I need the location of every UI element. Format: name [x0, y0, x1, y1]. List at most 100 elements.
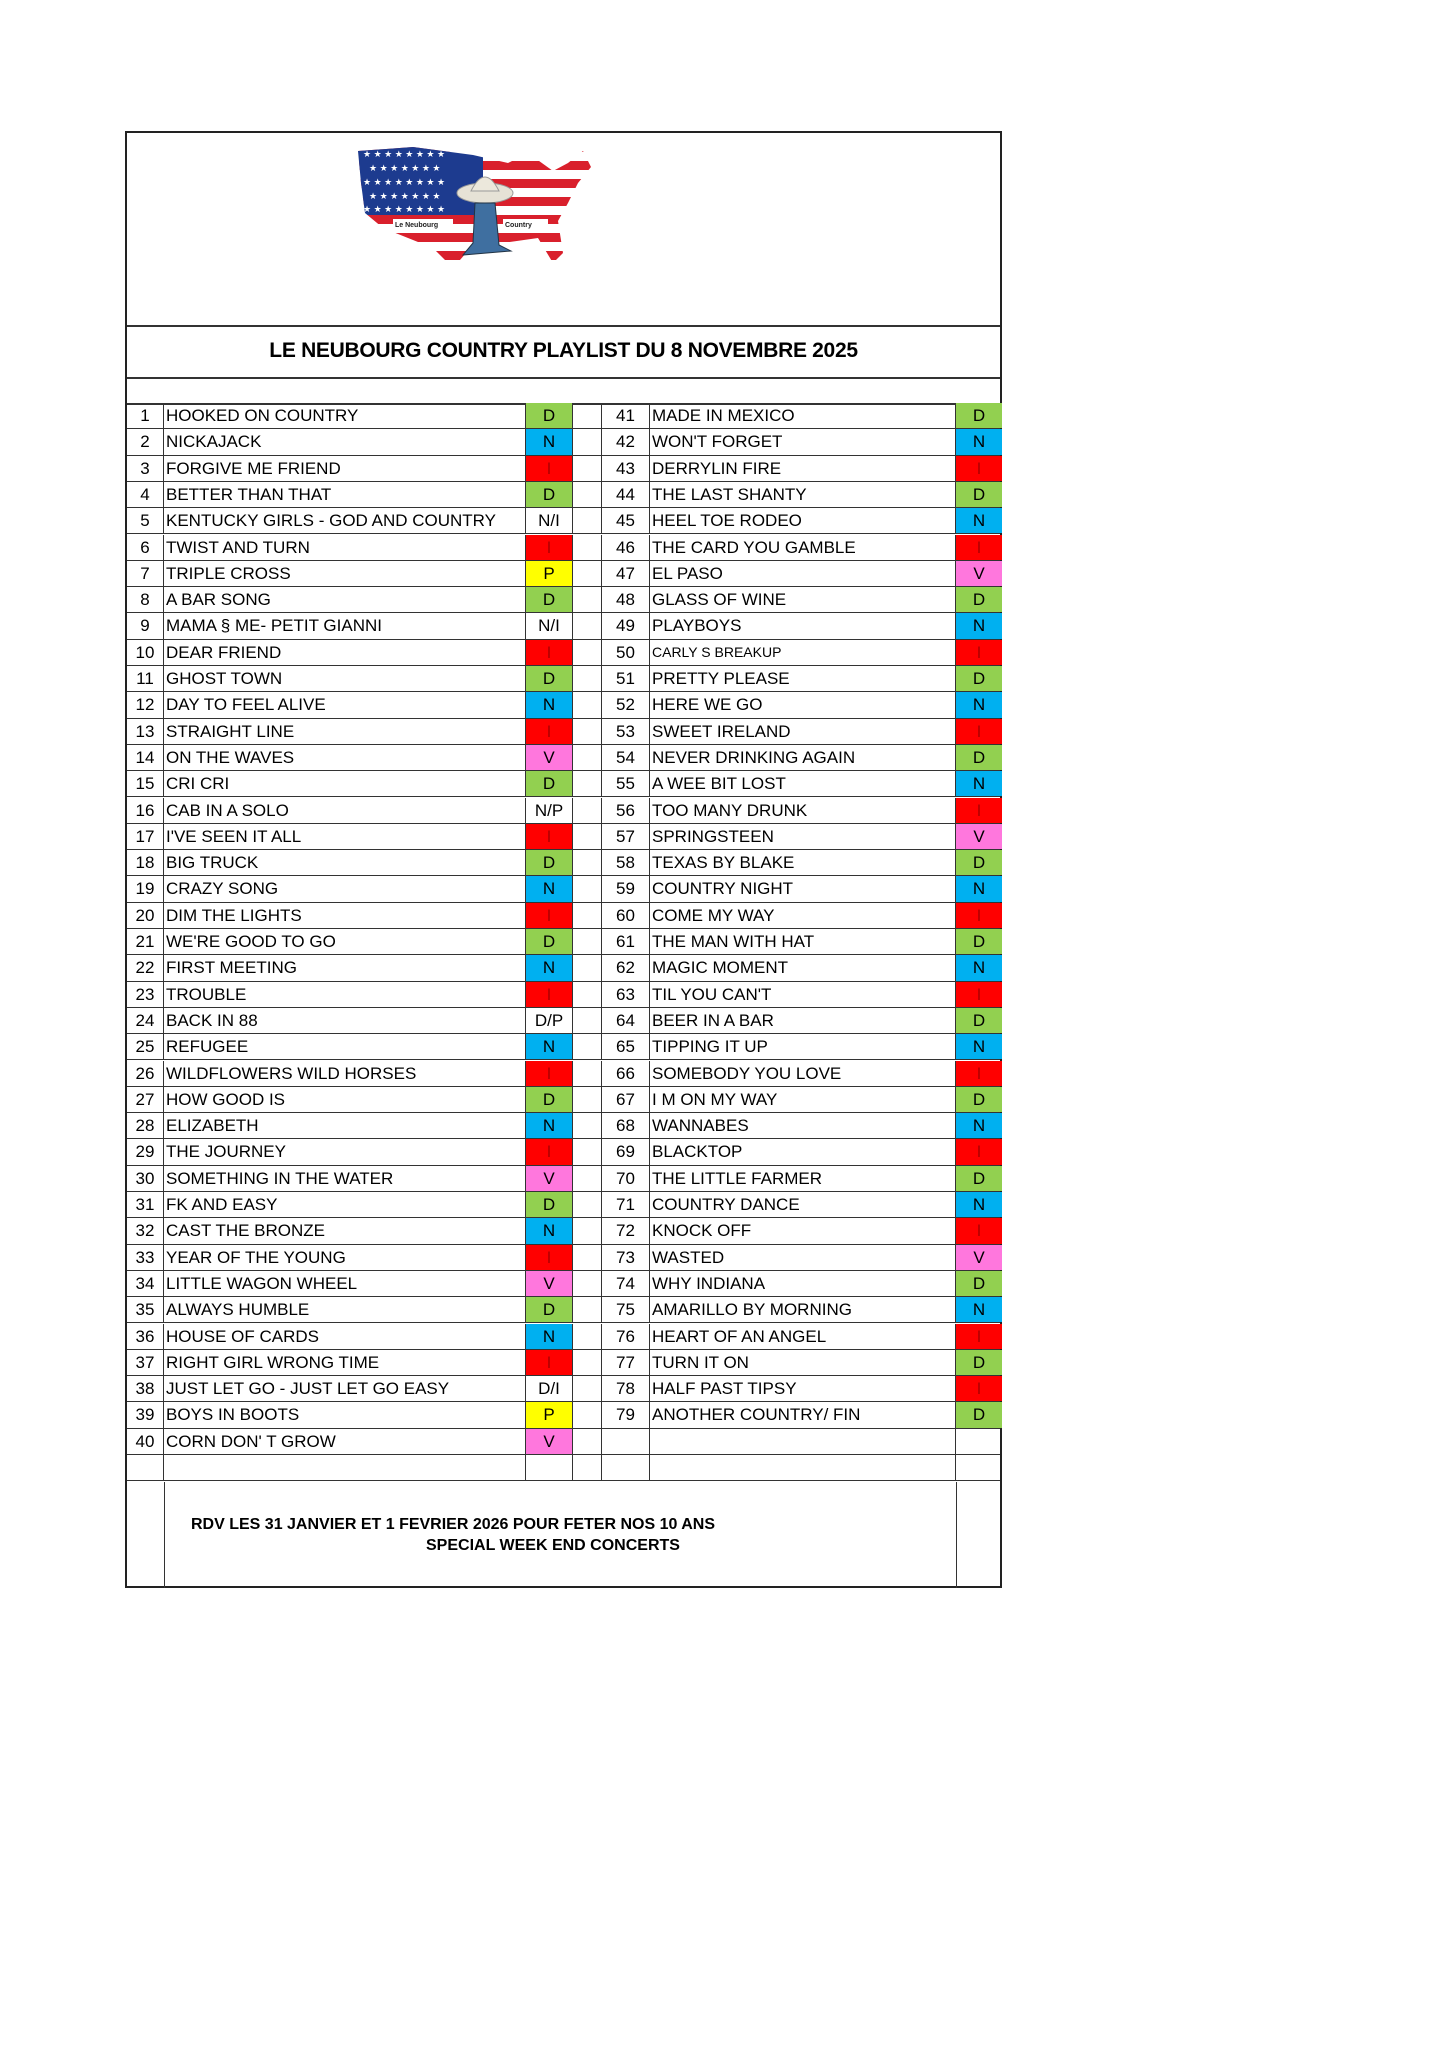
song-title: HOW GOOD IS [164, 1086, 526, 1113]
song-title: CRAZY SONG [164, 876, 526, 902]
dance-level-code: N [526, 955, 573, 981]
song-title: COUNTRY NIGHT [650, 876, 956, 902]
dance-level-code: D [526, 1297, 573, 1323]
table-row: 29 THE JOURNEY I 69 BLACKTOP I [127, 1139, 1002, 1166]
song-title: ELIZABETH [164, 1113, 526, 1139]
dance-level-code: I [956, 1323, 1002, 1349]
table-row: 9 MAMA § ME- PETIT GIANNI N/I 49 PLAYBOYS N [127, 613, 1002, 640]
dance-level-code: N [526, 1323, 573, 1349]
spacer-cell [573, 639, 602, 665]
table-row: 16 CAB IN A SOLO N/P 56 TOO MANY DRUNK I [127, 797, 1002, 824]
song-title: I M ON MY WAY [650, 1086, 956, 1113]
song-title: SWEET IRELAND [650, 718, 956, 744]
spacer-cell [573, 692, 602, 718]
song-number: 52 [602, 692, 650, 718]
spacer-cell [573, 929, 602, 955]
song-title [164, 1455, 526, 1481]
table-row: 40 CORN DON' T GROW V [127, 1428, 1002, 1455]
table-row: 27 HOW GOOD IS D 67 I M ON MY WAY D [127, 1086, 1002, 1114]
song-number: 24 [127, 1007, 164, 1034]
dance-level-code: N [956, 1192, 1002, 1218]
song-title: CORN DON' T GROW [164, 1428, 526, 1454]
dance-level-code [956, 1429, 1002, 1454]
table-row: 24 BACK IN 88 D/P 64 BEER IN A BAR D [127, 1007, 1002, 1035]
dance-level-code: I [526, 981, 573, 1007]
song-number: 77 [602, 1349, 650, 1376]
spacer-cell [573, 429, 602, 455]
footer-line-2: SPECIAL WEEK END CONCERTS [426, 1537, 680, 1554]
song-title: WILDFLOWERS WILD HORSES [164, 1060, 526, 1086]
song-number: 15 [127, 771, 164, 797]
song-title: THE JOURNEY [164, 1139, 526, 1165]
dance-level-code: N [956, 1297, 1002, 1323]
spacer-cell [573, 1402, 602, 1428]
spacer-cell [573, 666, 602, 692]
spacer-cell [573, 560, 602, 587]
song-number: 37 [127, 1349, 164, 1376]
dance-level-code: N [956, 692, 1002, 718]
dance-level-code: I [526, 823, 573, 850]
table-row: 14 ON THE WAVES V 54 NEVER DRINKING AGAIN D [127, 744, 1002, 772]
song-number: 41 [602, 403, 650, 429]
song-number: 54 [602, 744, 650, 771]
dance-level-code: N [956, 771, 1002, 797]
dance-level-code: V [526, 744, 573, 771]
song-number: 36 [127, 1323, 164, 1349]
song-number [127, 1455, 164, 1481]
dance-level-code: I [956, 534, 1002, 560]
dance-level-code: I [956, 718, 1002, 744]
song-title: MADE IN MEXICO [650, 403, 956, 429]
song-title: YEAR OF THE YOUNG [164, 1244, 526, 1270]
song-number: 35 [127, 1297, 164, 1323]
dance-level-code: I [956, 797, 1002, 823]
dance-level-code: I [526, 1349, 573, 1376]
dance-level-code: D/I [526, 1376, 573, 1402]
spacer-cell [573, 1218, 602, 1244]
spacer-cell [573, 403, 602, 429]
song-title: GHOST TOWN [164, 666, 526, 692]
song-number: 56 [602, 797, 650, 823]
spacer-cell [573, 1113, 602, 1139]
song-title: TWIST AND TURN [164, 534, 526, 560]
song-title: THE LITTLE FARMER [650, 1165, 956, 1191]
song-number: 62 [602, 955, 650, 981]
dance-level-code: I [526, 1060, 573, 1086]
song-title: SOMETHING IN THE WATER [164, 1165, 526, 1191]
footer-divider [127, 1482, 165, 1588]
dance-level-code: N [956, 613, 1002, 639]
song-number: 76 [602, 1323, 650, 1349]
song-title: DEAR FRIEND [164, 639, 526, 665]
song-number: 14 [127, 744, 164, 771]
dance-level-code: N [956, 876, 1002, 902]
song-title: LITTLE WAGON WHEEL [164, 1270, 526, 1297]
song-number: 31 [127, 1192, 164, 1218]
spacer-cell [573, 1455, 602, 1481]
dance-level-code: D [956, 1007, 1002, 1034]
spacer-cell [573, 1376, 602, 1402]
song-title: BLACKTOP [650, 1139, 956, 1165]
spacer-cell [573, 850, 602, 876]
song-title: MAMA § ME- PETIT GIANNI [164, 613, 526, 639]
song-title: NICKAJACK [164, 429, 526, 455]
song-title: TOO MANY DRUNK [650, 797, 956, 823]
dance-level-code: I [956, 1376, 1002, 1402]
dance-level-code: D [526, 1086, 573, 1113]
song-title: AMARILLO BY MORNING [650, 1297, 956, 1323]
spacer-cell [573, 1034, 602, 1060]
logo-text-right: Country [505, 222, 532, 229]
song-title: HOUSE OF CARDS [164, 1323, 526, 1349]
table-row: 2 NICKAJACK N 42 WON'T FORGET N [127, 429, 1002, 456]
song-title: TIPPING IT UP [650, 1034, 956, 1060]
song-title: DERRYLIN FIRE [650, 455, 956, 481]
dance-level-code: V [526, 1428, 573, 1454]
song-title: TRIPLE CROSS [164, 560, 526, 587]
table-row: 30 SOMETHING IN THE WATER V 70 THE LITTLE FA… [127, 1165, 1002, 1192]
table-row: 39 BOYS IN BOOTS P 79 ANOTHER COUNTRY/ FIN D [127, 1402, 1002, 1429]
song-number: 53 [602, 718, 650, 744]
song-number: 33 [127, 1244, 164, 1270]
dance-level-code: V [956, 823, 1002, 850]
table-row: 17 I'VE SEEN IT ALL I 57 SPRINGSTEEN V [127, 823, 1002, 851]
table-row: 18 BIG TRUCK D 58 TEXAS BY BLAKE D [127, 850, 1002, 877]
dance-level-code: D [526, 481, 573, 508]
